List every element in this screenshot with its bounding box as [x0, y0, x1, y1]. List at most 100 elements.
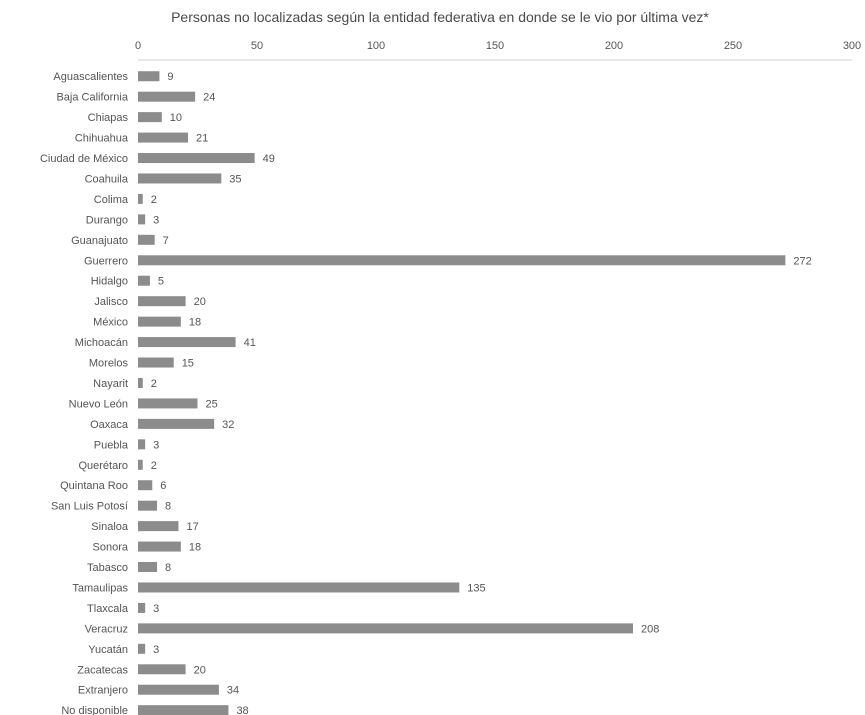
value-label: 21: [196, 133, 208, 145]
bar: [138, 357, 174, 368]
x-tick-label: 250: [724, 40, 742, 52]
x-tick-label: 300: [843, 40, 861, 52]
category-label: Morelos: [89, 358, 129, 370]
category-label: Guanajuato: [71, 235, 128, 247]
bar: [138, 132, 188, 143]
value-label: 2: [151, 460, 157, 472]
bar: [138, 705, 229, 715]
bar: [138, 521, 179, 532]
value-label: 34: [227, 685, 239, 697]
bar: [138, 71, 160, 82]
category-label: Jalisco: [94, 296, 128, 308]
value-label: 38: [236, 705, 248, 715]
x-tick-label: 100: [367, 40, 385, 52]
category-label: Querétaro: [78, 460, 128, 472]
category-label: Hidalgo: [91, 276, 128, 288]
category-label: Extranjero: [78, 685, 128, 697]
category-label: Oaxaca: [90, 419, 129, 431]
bar: [138, 418, 215, 429]
bars: [138, 71, 786, 715]
bar: [138, 255, 786, 266]
bar: [138, 439, 146, 450]
category-label: Aguascalientes: [53, 71, 128, 83]
bar: [138, 684, 219, 695]
category-label: Tabasco: [87, 562, 128, 574]
value-label: 8: [165, 562, 171, 574]
category-label: Guerrero: [84, 255, 128, 267]
bar: [138, 623, 634, 634]
category-labels: Aguascalientes Baja California Chiapas Chih…: [40, 71, 129, 715]
bar: [138, 316, 181, 327]
bar: [138, 153, 255, 164]
category-label: Sinaloa: [91, 521, 129, 533]
category-label: Puebla: [94, 439, 129, 451]
value-label: 35: [229, 173, 241, 185]
value-label: 272: [793, 255, 811, 267]
value-label: 9: [167, 71, 173, 83]
bar: [138, 459, 143, 470]
bar: [138, 234, 155, 245]
bar: [138, 398, 198, 409]
value-label: 3: [153, 603, 159, 615]
bar: [138, 480, 153, 491]
value-label: 135: [467, 582, 485, 594]
category-label: Sonora: [93, 542, 129, 554]
value-label: 3: [153, 644, 159, 656]
value-label: 49: [263, 153, 275, 165]
bar: [138, 214, 146, 225]
value-label: 18: [189, 317, 201, 329]
value-label: 15: [182, 358, 194, 370]
x-tick-label: 200: [605, 40, 623, 52]
bar: [138, 337, 236, 348]
category-label: Ciudad de México: [40, 153, 128, 165]
bar: [138, 582, 460, 593]
category-label: Tamaulipas: [72, 582, 128, 594]
bar: [138, 173, 222, 184]
x-axis-ticks: 0 50 100 150 200 250 300: [135, 40, 861, 52]
category-label: Veracruz: [85, 623, 128, 635]
category-label: Nayarit: [93, 378, 128, 390]
category-label: Chiapas: [88, 112, 129, 124]
category-label: Chihuahua: [75, 133, 129, 145]
value-label: 24: [203, 92, 215, 104]
value-label: 3: [153, 439, 159, 451]
value-label: 8: [165, 501, 171, 513]
value-label: 6: [160, 480, 166, 492]
category-label: Baja California: [56, 92, 128, 104]
chart-title: Personas no localizadas según la entidad…: [171, 9, 709, 25]
category-label: México: [93, 317, 128, 329]
bar: [138, 377, 143, 388]
category-label: San Luis Potosí: [51, 501, 128, 513]
value-labels: 9241021493523727252018411522532326817188…: [151, 71, 812, 715]
bar: [138, 643, 146, 654]
x-tick-label: 0: [135, 40, 141, 52]
value-label: 18: [189, 542, 201, 554]
value-label: 17: [186, 521, 198, 533]
value-label: 3: [153, 214, 159, 226]
x-tick-label: 50: [251, 40, 263, 52]
value-label: 32: [222, 419, 234, 431]
value-label: 7: [163, 235, 169, 247]
bar: [138, 664, 186, 675]
value-label: 20: [194, 296, 206, 308]
bar: [138, 193, 143, 204]
value-label: 20: [194, 664, 206, 676]
bar: [138, 602, 146, 613]
bar: [138, 296, 186, 307]
category-label: Tlaxcala: [87, 603, 129, 615]
value-label: 25: [206, 398, 218, 410]
bar: [138, 112, 162, 123]
category-label: Durango: [86, 214, 128, 226]
category-label: Zacatecas: [77, 664, 128, 676]
category-label: Michoacán: [75, 337, 128, 349]
bar: [138, 500, 158, 511]
x-tick-label: 150: [486, 40, 504, 52]
value-label: 2: [151, 194, 157, 206]
value-label: 5: [158, 276, 164, 288]
value-label: 10: [170, 112, 182, 124]
bar: [138, 275, 150, 286]
bar: [138, 91, 196, 102]
value-label: 41: [244, 337, 256, 349]
category-label: Coahuila: [85, 173, 129, 185]
